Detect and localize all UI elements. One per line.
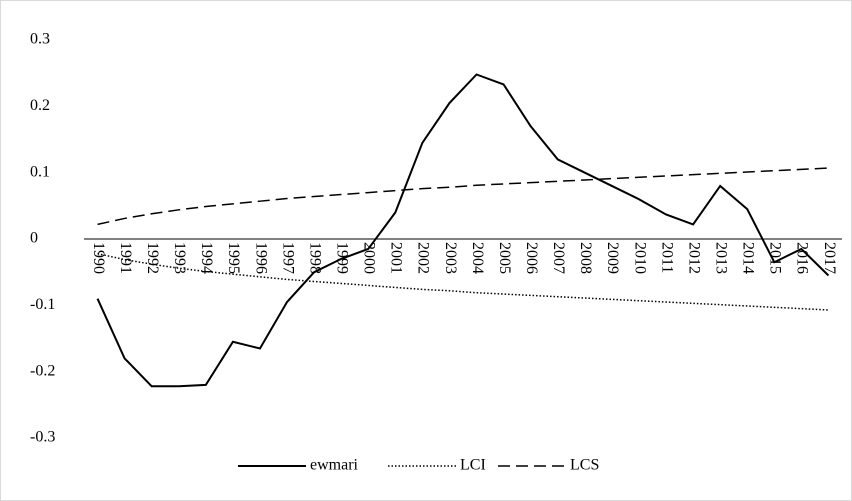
- x-tick-label: 2007: [550, 242, 567, 274]
- legend-label: LCS: [570, 457, 599, 474]
- series-line: [96, 73, 830, 388]
- x-tick-label: 2002: [415, 242, 432, 274]
- x-tick-label: 1997: [279, 242, 296, 274]
- x-tick-label: 2004: [469, 242, 486, 274]
- x-tick-label: 2017: [821, 242, 838, 274]
- x-tick-label: 2006: [523, 242, 540, 274]
- x-tick-label: 2001: [388, 242, 405, 274]
- x-tick-label: 2016: [794, 242, 811, 274]
- y-tick-label: -0.3: [30, 429, 55, 446]
- x-tick-label: 1991: [117, 242, 134, 274]
- x-tick-label: 1996: [252, 242, 269, 274]
- x-tick-label: 2015: [767, 242, 784, 274]
- y-tick-label: 0.2: [30, 97, 50, 114]
- x-tick-label: 2003: [442, 242, 459, 274]
- y-tick-label: -0.1: [30, 296, 55, 313]
- legend-label: ewmari: [310, 457, 359, 474]
- x-tick-label: 2014: [740, 242, 757, 274]
- x-tick-label: 1994: [198, 242, 215, 274]
- x-tick-label: 2013: [713, 242, 730, 274]
- x-tick-label: 2005: [496, 242, 513, 274]
- x-tick-label: 1998: [306, 242, 323, 274]
- x-tick-label: 1993: [171, 242, 188, 274]
- y-tick-label: 0.1: [30, 163, 50, 180]
- y-tick-label: -0.2: [30, 362, 55, 379]
- y-tick-label: 0.3: [30, 31, 50, 48]
- x-tick-label: 2008: [577, 242, 594, 274]
- x-tick-label: 2009: [604, 242, 621, 274]
- series-line: [97, 252, 829, 311]
- y-tick-label: 0: [30, 230, 38, 247]
- x-tick-label: 1995: [225, 242, 242, 274]
- x-tick-label: 1990: [90, 242, 107, 274]
- x-tick-label: 1992: [144, 242, 161, 274]
- x-tick-label: 2011: [658, 242, 675, 273]
- series-line: [97, 167, 829, 226]
- x-tick-label: 2010: [631, 242, 648, 274]
- x-tick-label: 2012: [685, 242, 702, 274]
- legend-label: LCI: [460, 457, 486, 474]
